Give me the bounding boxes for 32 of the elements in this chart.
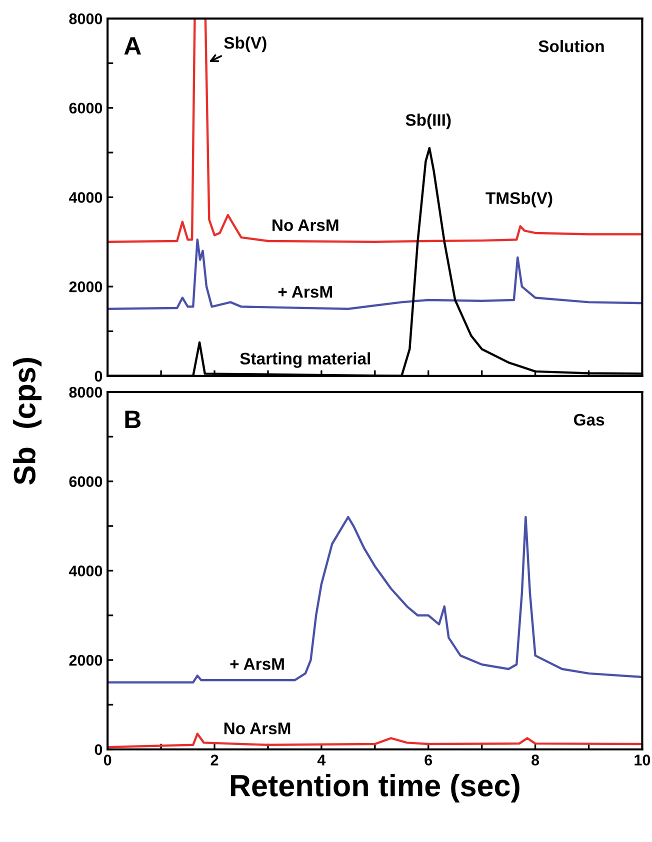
y-tick-label: 6000: [69, 102, 102, 114]
y-tick-label: 8000: [69, 13, 102, 24]
x-tick-label: 6: [424, 754, 432, 766]
annotation: Solution: [538, 40, 604, 52]
x-tick-label: 0: [104, 754, 112, 766]
x-tick-label: 8: [532, 754, 540, 766]
annotation: B: [125, 410, 141, 428]
annotation: TMSb(V): [486, 192, 552, 208]
series-label: No ArsM: [272, 219, 338, 232]
annotation: Gas: [574, 414, 604, 426]
y-axis-title: Sb (cps): [13, 358, 42, 485]
x-tick-label: 4: [317, 754, 326, 766]
line-series: [108, 516, 642, 684]
series-label: + ArsM: [278, 286, 332, 298]
line-series: [108, 238, 642, 310]
x-axis-title: Retention time (sec): [230, 774, 520, 803]
annotation: Sb(V): [224, 36, 266, 52]
y-tick-label: 8000: [69, 386, 102, 398]
series-label: + ArsM: [230, 658, 284, 670]
y-tick-label: 4000: [68, 192, 102, 203]
y-tick-label: 2000: [69, 654, 102, 666]
annotation: Sb(III): [406, 114, 451, 130]
x-tick-label: 2: [210, 754, 218, 766]
y-tick-label: 2000: [69, 281, 102, 292]
x-tick-label: 10: [634, 754, 650, 766]
series-label: Starting material: [240, 352, 370, 368]
y-tick-label: 0: [94, 370, 102, 382]
annotation: A: [124, 37, 142, 55]
y-tick-label: 0: [94, 744, 102, 756]
y-tick-label: 4000: [68, 566, 102, 576]
series-label: No ArsM: [224, 722, 290, 734]
y-tick-label: 6000: [69, 476, 102, 488]
